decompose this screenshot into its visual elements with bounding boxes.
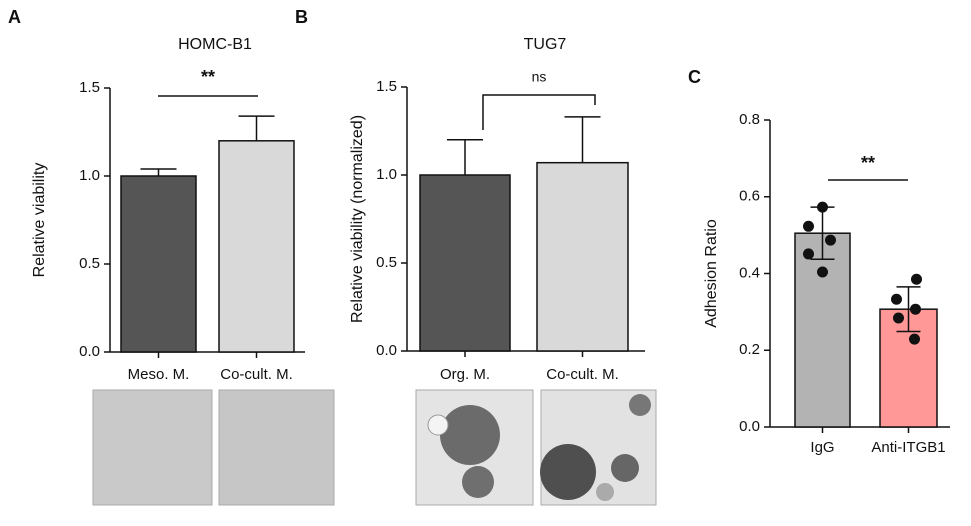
panel-label: B [295, 7, 308, 27]
y-tick-label: 1.0 [79, 167, 100, 184]
micrographs [92, 389, 657, 506]
organoid [611, 454, 639, 482]
organoid [440, 405, 500, 465]
y-tick-label: 1.5 [376, 78, 397, 95]
significance-bracket [482, 94, 596, 130]
x-tick-label: Co-cult. M. [220, 366, 293, 383]
y-tick-label: 0.2 [739, 341, 760, 358]
x-tick-label: Org. M. [440, 366, 490, 383]
organoid [427, 414, 449, 436]
y-tick-label: 1.5 [79, 79, 100, 96]
y-axis-label: Relative viability [31, 163, 48, 278]
chart-title: HOMC-B1 [178, 36, 252, 53]
chart-title: TUG7 [524, 36, 567, 53]
data-point [910, 303, 921, 315]
x-tick-label: Co-cult. M. [546, 366, 619, 383]
y-axis-label: Adhesion Ratio [703, 219, 720, 328]
bar [536, 161, 629, 352]
y-tick-label: 0.6 [739, 188, 760, 205]
y-tick-label: 0.0 [739, 418, 760, 435]
panel-label: A [8, 7, 21, 27]
bar [794, 232, 851, 428]
data-point [817, 266, 828, 278]
micrograph [218, 389, 335, 506]
organoid [596, 483, 614, 501]
bar [419, 174, 511, 352]
y-tick-label: 0.5 [79, 255, 100, 272]
significance-label: ** [861, 153, 875, 173]
organoid [540, 444, 596, 500]
x-tick-label: IgG [810, 439, 834, 456]
y-tick-label: 0.0 [79, 343, 100, 360]
y-tick-label: 0.5 [376, 254, 397, 271]
y-tick-label: 0.4 [739, 264, 760, 281]
data-point [893, 312, 904, 324]
data-point [825, 234, 836, 246]
organoid [629, 394, 651, 416]
x-tick-label: Meso. M. [128, 366, 190, 383]
y-tick-label: 0.0 [376, 342, 397, 359]
x-tick-label: Anti-ITGB1 [871, 439, 945, 456]
data-point [909, 333, 920, 345]
y-tick-label: 0.8 [739, 111, 760, 128]
bar [120, 175, 197, 353]
y-axis-label: Relative viability (normalized) [349, 115, 366, 323]
data-point [911, 273, 922, 285]
data-point [817, 201, 828, 213]
significance-label: ** [201, 67, 215, 87]
y-tick-label: 1.0 [376, 166, 397, 183]
significance-label: ns [532, 69, 547, 85]
data-point [891, 293, 902, 305]
micrograph [92, 389, 213, 506]
panel-label: C [688, 67, 701, 87]
data-point [803, 220, 814, 232]
organoid [462, 466, 494, 498]
data-point [803, 248, 814, 260]
bar [218, 140, 295, 353]
